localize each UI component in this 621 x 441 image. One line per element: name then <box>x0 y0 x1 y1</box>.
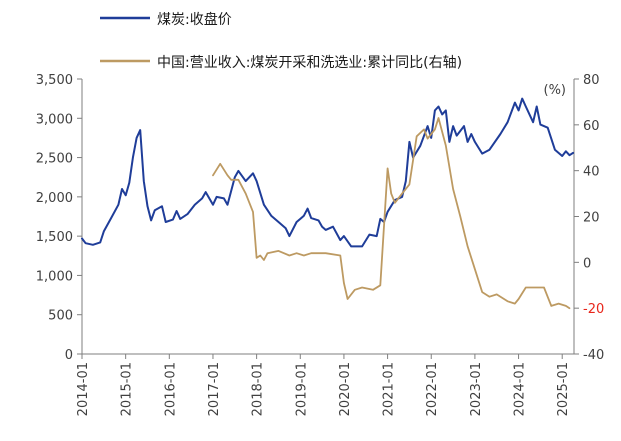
x-tick-label: 2021-01 <box>382 362 397 416</box>
right-tick-label: 80 <box>583 73 600 88</box>
legend-label-revenue-yoy: 中国:营业收入:煤炭开采和洗选业:累计同比(右轴) <box>157 55 462 71</box>
left-tick-label: 3,000 <box>36 112 73 127</box>
left-tick-label: 0 <box>65 348 73 363</box>
legend: 煤炭:收盘价 中国:营业收入:煤炭开采和洗选业:累计同比(右轴) <box>100 11 462 71</box>
series-line-revenue-yoy <box>212 117 571 310</box>
right-tick-label: 60 <box>583 119 600 134</box>
right-axis-ticks: -40 -20 0 20 40 60 80 <box>574 73 604 363</box>
series-layer <box>81 97 575 310</box>
x-axis-ticks: 2014-01 2015-01 2016-01 2017-01 2018-01 2019-… <box>76 354 571 416</box>
series-line-coal-price <box>81 97 575 248</box>
x-tick-label: 2017-01 <box>207 362 222 416</box>
left-tick-label: 500 <box>48 309 73 324</box>
x-tick-label: 2016-01 <box>163 362 178 416</box>
x-tick-label: 2025-01 <box>556 362 571 416</box>
x-tick-label: 2014-01 <box>76 362 91 416</box>
left-axis-ticks: 0 500 1,000 1,500 2,000 2,500 3,000 3,500 <box>36 73 82 363</box>
left-tick-label: 2,000 <box>36 191 73 206</box>
x-tick-label: 2019-01 <box>294 362 309 416</box>
right-tick-label: 20 <box>583 211 600 226</box>
x-tick-label: 2023-01 <box>469 362 484 416</box>
x-tick-label: 2015-01 <box>120 362 135 416</box>
left-tick-label: 1,000 <box>36 269 73 284</box>
x-tick-label: 2022-01 <box>425 362 440 416</box>
x-tick-label: 2018-01 <box>251 362 266 416</box>
right-tick-label: 40 <box>583 165 600 180</box>
x-tick-label: 2020-01 <box>338 362 353 416</box>
left-tick-label: 2,500 <box>36 152 73 167</box>
right-tick-label: 0 <box>583 256 591 271</box>
left-tick-label: 3,500 <box>36 73 73 88</box>
left-tick-label: 1,500 <box>36 230 73 245</box>
x-tick-label: 2024-01 <box>513 362 528 416</box>
right-axis-unit-label: (%) <box>544 83 567 98</box>
legend-label-coal-price: 煤炭:收盘价 <box>157 11 232 28</box>
right-tick-label: -40 <box>583 348 604 363</box>
right-tick-label: -20 <box>583 302 604 317</box>
